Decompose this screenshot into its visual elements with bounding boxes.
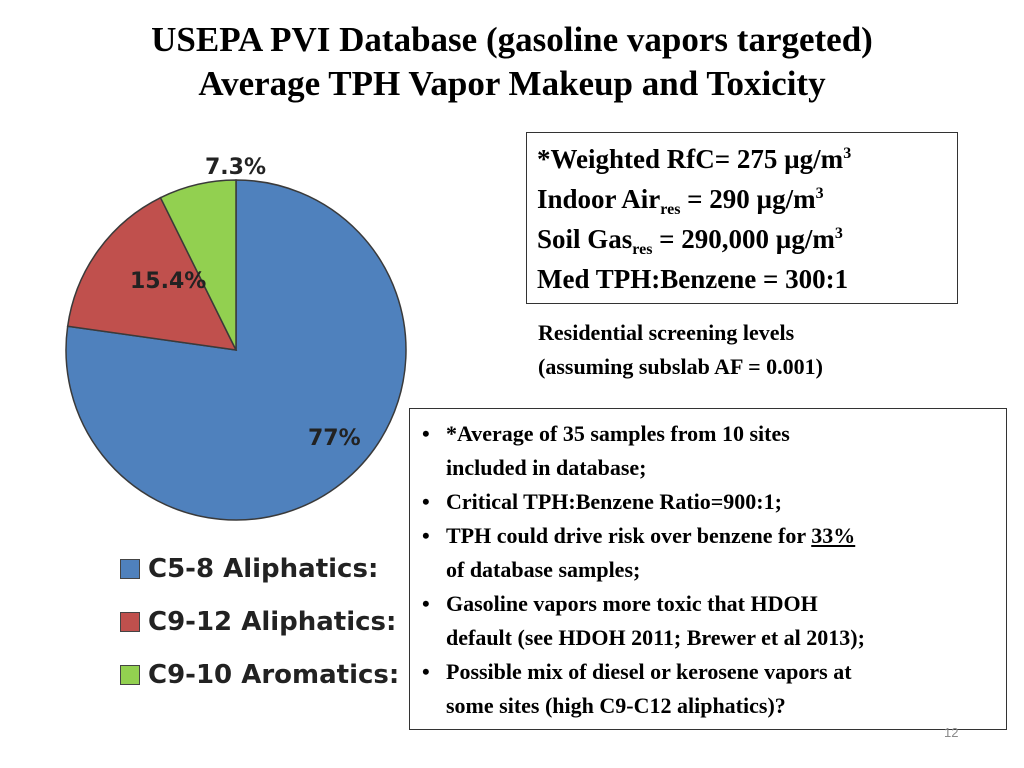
legend-swatch	[120, 558, 140, 579]
notes-box: *Average of 35 samples from 10 sitesincl…	[409, 408, 1007, 730]
pie-slice-c9-10-aromatics	[159, 179, 237, 351]
legend-swatch	[120, 664, 140, 685]
weighted-rfc-line: *Weighted RfC= 275 µg/m3	[537, 144, 852, 174]
legend-item-c9-12-aliphatics: C9-12 Aliphatics:	[120, 595, 399, 648]
pie-data-label: 15.4%	[130, 269, 206, 294]
legend-item-c5-8-aliphatics: C5-8 Aliphatics:	[120, 542, 399, 595]
pie-slice-c9-12-aliphatics	[66, 196, 238, 351]
indoor-air-line: Indoor Airres = 290 µg/m3	[537, 184, 824, 218]
page-number: 12	[944, 725, 959, 740]
bullet-tph-risk: TPH could drive risk over benzene for 33…	[422, 519, 998, 587]
pie-data-label: 77%	[308, 426, 361, 451]
tph-benzene-line: Med TPH:Benzene = 300:1	[537, 264, 849, 294]
slide-title: USEPA PVI Database (gasoline vapors targ…	[0, 18, 1024, 106]
pie-chart: 77% 15.4% 7.3%	[65, 155, 407, 521]
bullet-critical-ratio: Critical TPH:Benzene Ratio=900:1;	[422, 485, 998, 519]
pie-slice-c5-8-aliphatics	[65, 179, 407, 521]
title-line-1: USEPA PVI Database (gasoline vapors targ…	[151, 20, 873, 59]
legend-label: C5-8 Aliphatics:	[148, 553, 379, 584]
bullet-gasoline-toxicity: Gasoline vapors more toxic that HDOHdefa…	[422, 587, 998, 655]
title-line-2: Average TPH Vapor Makeup and Toxicity	[198, 64, 826, 103]
rfc-info-box: *Weighted RfC= 275 µg/m3 Indoor Airres =…	[526, 132, 958, 304]
legend-label: C9-12 Aliphatics:	[148, 606, 397, 637]
legend-item-c9-10-aromatics: C9-10 Aromatics:	[120, 648, 399, 701]
legend-label: C9-10 Aromatics:	[148, 659, 400, 690]
bullet-diesel-kerosene: Possible mix of diesel or kerosene vapor…	[422, 655, 998, 723]
screening-note: Residential screening levels (assuming s…	[538, 320, 823, 379]
chart-legend: C5-8 Aliphatics: C9-12 Aliphatics: C9-10…	[120, 542, 399, 701]
pie-data-label: 7.3%	[205, 155, 266, 180]
bullet-average-samples: *Average of 35 samples from 10 sitesincl…	[422, 417, 998, 485]
legend-swatch	[120, 611, 140, 632]
soil-gas-line: Soil Gasres = 290,000 µg/m3	[537, 224, 843, 258]
